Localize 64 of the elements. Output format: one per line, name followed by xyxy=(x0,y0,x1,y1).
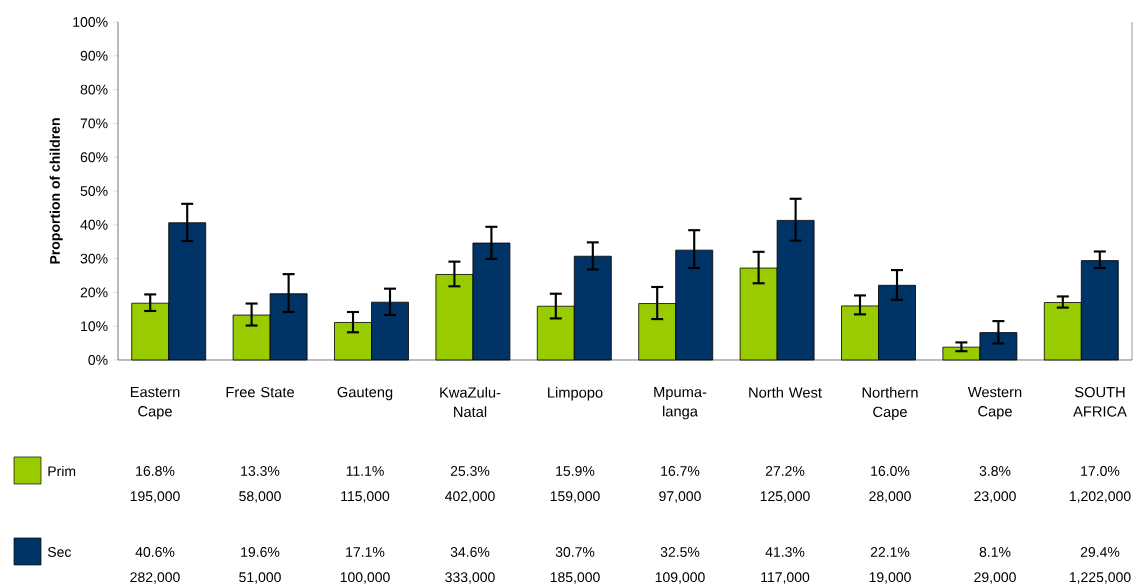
y-tick-label: 40% xyxy=(80,219,108,230)
legend-label: Prim xyxy=(48,465,76,477)
text: 58,000 xyxy=(239,491,281,503)
data-label: 16.7% xyxy=(661,466,700,476)
y-tick-label: 20% xyxy=(80,287,108,298)
text: 23,000 xyxy=(974,491,1016,503)
legend-label: Sec xyxy=(47,547,72,557)
data-label: 22.1% xyxy=(870,547,910,557)
x-tick-label: Eastern Cape xyxy=(130,386,180,420)
x-tick-label: Limpopo xyxy=(548,386,603,401)
x-tick-label: Northern Cape xyxy=(862,386,918,420)
x-tick-label: Western Cape xyxy=(967,386,1022,420)
data-label: 11.1% xyxy=(346,466,384,476)
y-tick-label: 70% xyxy=(80,118,108,129)
data-label: 25.3% xyxy=(450,466,490,476)
text: 1,225,000 xyxy=(1069,572,1131,584)
text: 51,000 xyxy=(239,572,281,584)
data-label: 17.0% xyxy=(1081,466,1120,476)
y-tick-label: 60% xyxy=(80,152,108,163)
x-tick-label: Mpuma-langa xyxy=(654,386,707,420)
data-label: 19.6% xyxy=(241,547,280,557)
data-label: 3.8% xyxy=(979,466,1011,476)
text: 117,000 xyxy=(761,572,810,584)
y-tick-label: 10% xyxy=(81,321,108,332)
data-label: 34.6% xyxy=(450,547,490,557)
x-tick-label: North West xyxy=(749,386,822,398)
data-label: 16.0% xyxy=(871,466,910,476)
y-tick-label: 90% xyxy=(80,50,108,61)
data-label: 32.5% xyxy=(660,547,700,557)
text: 29,000 xyxy=(974,572,1016,584)
text: 19,000 xyxy=(869,572,911,584)
data-label: 13.3% xyxy=(241,466,280,476)
text: 97,000 xyxy=(659,491,701,503)
text: 28,000 xyxy=(869,491,911,503)
data-label: 15.9% xyxy=(556,466,595,476)
data-label: 41.3% xyxy=(765,547,805,557)
y-tick-label: 0% xyxy=(88,355,108,365)
data-label: 30.7% xyxy=(555,547,595,557)
y-tick-label: 80% xyxy=(80,84,108,95)
text: 100,000 xyxy=(340,572,390,584)
x-tick-label: Free State xyxy=(226,386,294,398)
x-tick-label: KwaZulu-Natal xyxy=(440,386,501,418)
y-axis-title: Proportion of children xyxy=(49,118,63,264)
data-label: 8.1% xyxy=(979,547,1011,557)
text: 333,000 xyxy=(445,572,495,584)
text: 109,000 xyxy=(655,572,705,584)
data-label: 40.6% xyxy=(135,547,175,557)
x-tick-label: SOUTH AFRICA xyxy=(1073,386,1127,417)
y-tick-label: 100% xyxy=(73,17,108,27)
x-tick-label: Gauteng xyxy=(337,386,393,401)
data-label: 17.1% xyxy=(346,547,385,557)
y-tick-label: 30% xyxy=(80,253,108,264)
text: 195,000 xyxy=(130,491,180,503)
text: 115,000 xyxy=(341,491,390,503)
y-tick-label: 50% xyxy=(80,186,108,196)
data-label: 29.4% xyxy=(1080,547,1120,557)
text: 402,000 xyxy=(445,491,495,503)
text: 125,000 xyxy=(760,491,810,503)
data-label: 16.8% xyxy=(136,466,175,476)
text: 185,000 xyxy=(550,572,600,584)
text: 1,202,000 xyxy=(1069,491,1131,503)
data-label: 27.2% xyxy=(765,466,805,476)
text: 282,000 xyxy=(130,572,180,584)
text: 159,000 xyxy=(550,491,600,503)
